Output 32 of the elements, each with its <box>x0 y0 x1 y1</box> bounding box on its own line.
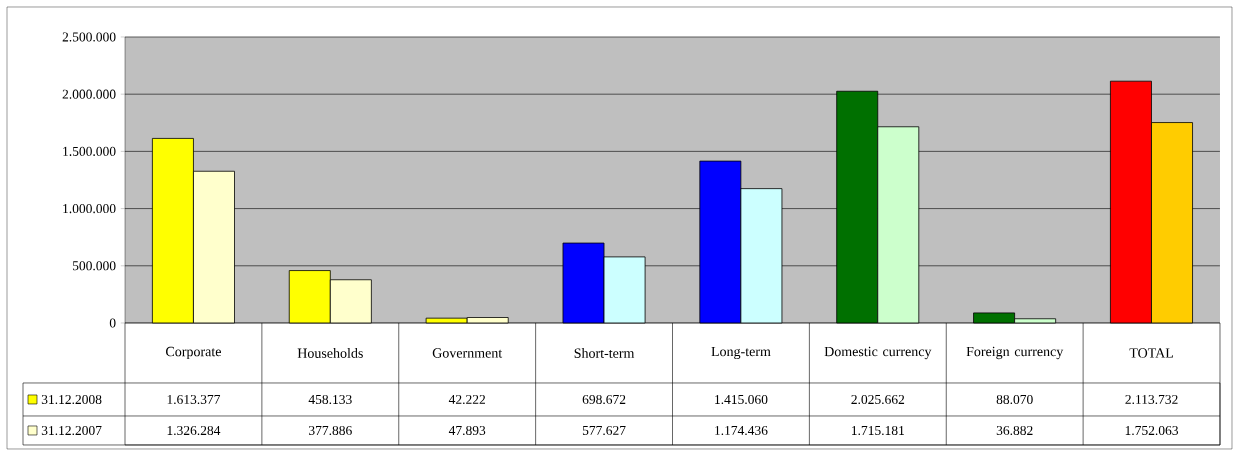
data-label: 458.133 <box>308 394 352 405</box>
y-tick-label: 2.000.000 <box>62 89 116 99</box>
data-label: 2.113.732 <box>1125 394 1178 405</box>
data-label: 377.886 <box>309 425 352 436</box>
x-tick-label: Households <box>297 348 363 358</box>
data-label: 1.415.060 <box>715 394 768 405</box>
data-label: 1.715.181 <box>852 425 904 436</box>
x-tick-label: Government <box>432 348 503 358</box>
data-label: 577.627 <box>582 425 626 436</box>
legend-label: 31.12.2008 <box>41 394 102 405</box>
y-tick-label: 500.000 <box>72 261 116 271</box>
data-label: 47.893 <box>448 425 486 436</box>
x-tick-label: Long-term <box>711 346 771 360</box>
y-tick-label: 0 <box>109 318 116 328</box>
y-tick-label: 1.000.000 <box>63 203 116 214</box>
x-tick-label: Foreign currency <box>966 346 1064 360</box>
y-tick-label: 2.500.000 <box>62 32 116 42</box>
data-label: 1.613.377 <box>167 394 221 405</box>
y-tick-label: 1.500.000 <box>63 146 116 156</box>
data-label: 698.672 <box>582 394 626 405</box>
data-label: 88.070 <box>996 394 1033 405</box>
data-label: 36.882 <box>996 425 1033 436</box>
data-label: 42.222 <box>448 394 486 405</box>
x-tick-label: TOTAL <box>1129 348 1173 358</box>
x-tick-label: Domestic currency <box>824 346 932 360</box>
data-label: 1.752.063 <box>1125 425 1179 436</box>
x-tick-label: Corporate <box>166 346 221 360</box>
data-label: 2.025.662 <box>851 394 905 405</box>
data-label: 1.174.436 <box>715 425 768 436</box>
data-label: 1.326.284 <box>167 425 221 436</box>
legend-label: 31.12.2007 <box>41 425 102 436</box>
x-tick-label: Short-term <box>574 348 635 358</box>
